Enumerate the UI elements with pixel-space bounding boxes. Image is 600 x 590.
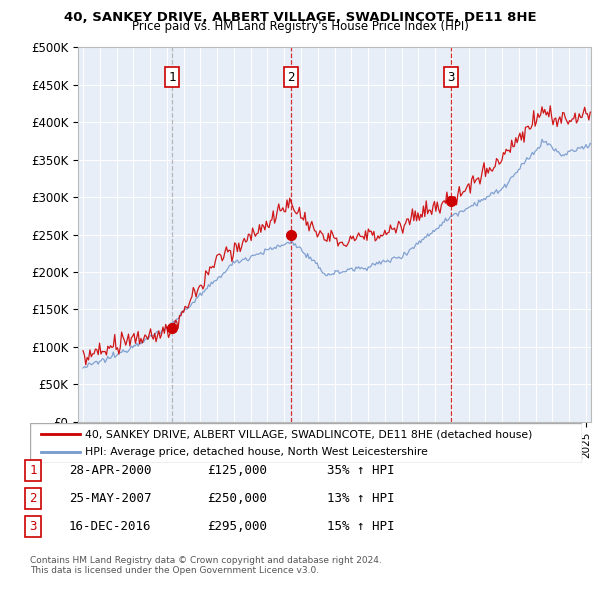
Text: £125,000: £125,000 (207, 464, 267, 477)
Text: 3: 3 (448, 71, 455, 84)
Text: 16-DEC-2016: 16-DEC-2016 (69, 520, 151, 533)
Text: 3: 3 (29, 520, 37, 533)
Text: This data is licensed under the Open Government Licence v3.0.: This data is licensed under the Open Gov… (30, 566, 319, 575)
Text: 2: 2 (287, 71, 295, 84)
Text: 28-APR-2000: 28-APR-2000 (69, 464, 151, 477)
Text: £295,000: £295,000 (207, 520, 267, 533)
FancyBboxPatch shape (30, 423, 582, 463)
Text: Price paid vs. HM Land Registry's House Price Index (HPI): Price paid vs. HM Land Registry's House … (131, 20, 469, 33)
Text: HPI: Average price, detached house, North West Leicestershire: HPI: Average price, detached house, Nort… (85, 447, 428, 457)
Text: 13% ↑ HPI: 13% ↑ HPI (327, 492, 395, 505)
Text: £250,000: £250,000 (207, 492, 267, 505)
Text: 35% ↑ HPI: 35% ↑ HPI (327, 464, 395, 477)
Text: 1: 1 (169, 71, 176, 84)
Text: 40, SANKEY DRIVE, ALBERT VILLAGE, SWADLINCOTE, DE11 8HE: 40, SANKEY DRIVE, ALBERT VILLAGE, SWADLI… (64, 11, 536, 24)
Text: Contains HM Land Registry data © Crown copyright and database right 2024.: Contains HM Land Registry data © Crown c… (30, 556, 382, 565)
Text: 15% ↑ HPI: 15% ↑ HPI (327, 520, 395, 533)
Text: 1: 1 (29, 464, 37, 477)
Text: 25-MAY-2007: 25-MAY-2007 (69, 492, 151, 505)
Text: 2: 2 (29, 492, 37, 505)
Text: 40, SANKEY DRIVE, ALBERT VILLAGE, SWADLINCOTE, DE11 8HE (detached house): 40, SANKEY DRIVE, ALBERT VILLAGE, SWADLI… (85, 430, 533, 440)
